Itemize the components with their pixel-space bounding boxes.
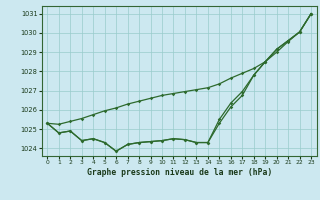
- X-axis label: Graphe pression niveau de la mer (hPa): Graphe pression niveau de la mer (hPa): [87, 168, 272, 177]
